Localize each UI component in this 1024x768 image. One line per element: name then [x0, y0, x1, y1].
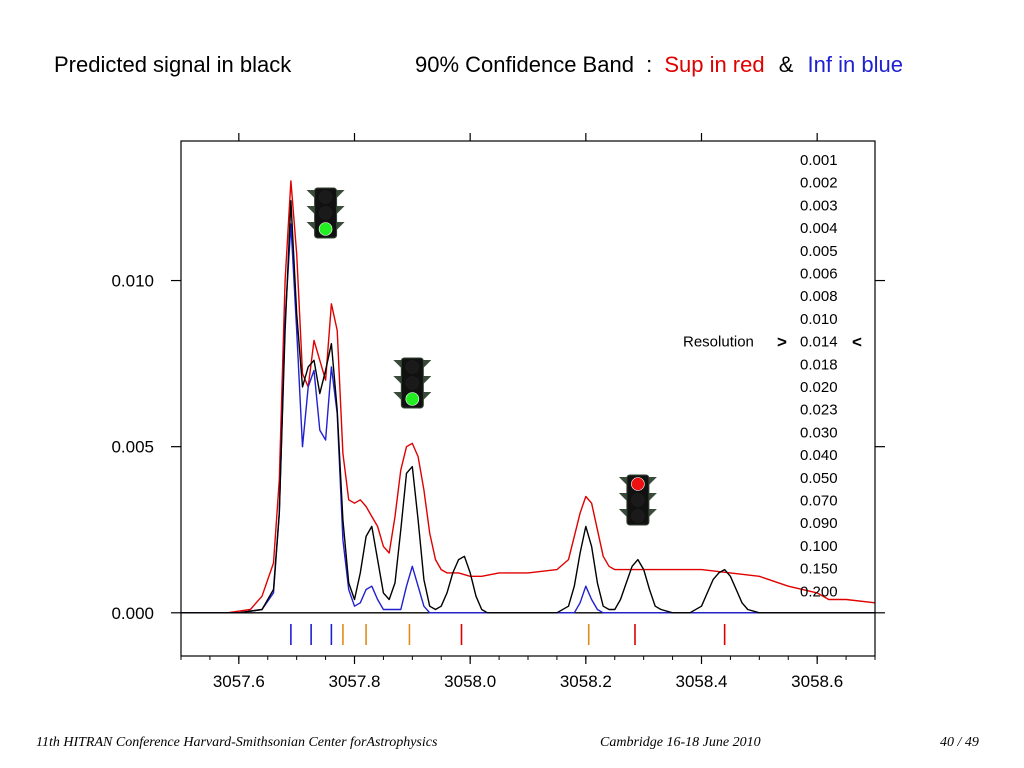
light-visor: [423, 376, 432, 384]
resolution-item: 0.018: [800, 356, 838, 373]
line-markers: [290, 624, 726, 645]
unlit-lamp: [631, 493, 645, 507]
resolution-item: 0.200: [800, 583, 838, 600]
plot-frame: [180, 140, 876, 657]
resolution-item: 0.006: [800, 266, 838, 283]
series-line: [181, 200, 875, 614]
green-icon: [318, 222, 333, 236]
x-tick-label: 3058.2: [560, 672, 612, 691]
x-tick-label: 3058.0: [444, 672, 496, 691]
light-visor: [648, 509, 657, 517]
resolution-item: 0.005: [800, 243, 838, 260]
title-predicted-signal: Predicted signal in black: [54, 52, 292, 77]
traffic-light-icon: [393, 357, 432, 409]
traffic-lights: [306, 187, 657, 526]
footer-place: Cambridge 16-18 June 2010: [600, 735, 761, 750]
resolution-item: 0.040: [800, 447, 838, 464]
light-visor: [393, 392, 402, 400]
resolution-item: 0.004: [800, 220, 838, 237]
spectrum-chart: 3057.6 3057.8 3058.0 3058.2 3058.4 3058.6 0.00…: [111, 133, 885, 691]
unlit-lamp: [631, 509, 645, 523]
light-visor: [306, 206, 315, 214]
resolution-item: 0.070: [800, 493, 838, 510]
red-icon: [631, 477, 645, 491]
resolution-item: 0.014: [800, 334, 838, 351]
light-visor: [393, 376, 402, 384]
series-line: [181, 223, 875, 614]
title-right: 90% Confidence Band : Sup in red & Inf i…: [415, 52, 903, 78]
title-ampersand: &: [778, 52, 794, 77]
unlit-lamp: [405, 376, 420, 390]
light-visor: [393, 360, 402, 368]
resolution-item: 0.030: [800, 424, 838, 441]
unlit-lamp: [405, 360, 420, 374]
resolution-item: 0.150: [800, 561, 838, 578]
light-visor: [336, 206, 345, 214]
resolution-item: 0.020: [800, 379, 838, 396]
light-visor: [618, 509, 627, 517]
y-tick-label: 0.010: [111, 272, 154, 291]
light-visor: [648, 493, 657, 501]
resolution-right-marker: <: [852, 333, 862, 352]
light-visor: [423, 360, 432, 368]
light-visor: [648, 477, 657, 485]
traffic-light-icon: [306, 187, 345, 239]
x-tick-label: 3057.8: [329, 672, 381, 691]
y-tick-label: 0.000: [111, 604, 154, 623]
resolution-item: 0.100: [800, 538, 838, 555]
unlit-lamp: [318, 206, 333, 220]
title-inf-blue: Inf in blue: [807, 52, 903, 77]
resolution-item: 0.050: [800, 470, 838, 487]
x-tick-label: 3057.6: [213, 672, 265, 691]
series-group: [181, 180, 876, 614]
light-visor: [423, 392, 432, 400]
resolution-label: Resolution: [683, 334, 754, 351]
y-tick-label: 0.005: [111, 438, 154, 457]
title-band-label: 90% Confidence Band: [415, 52, 634, 77]
resolution-item: 0.010: [800, 311, 838, 328]
x-tick-label: 3058.6: [791, 672, 843, 691]
x-tick-label: 3058.4: [676, 672, 728, 691]
resolution-left-marker: >: [777, 333, 787, 352]
resolution-item: 0.001: [800, 152, 838, 169]
light-visor: [618, 493, 627, 501]
resolution-panel: 0.001 0.002 0.003 0.004 0.005 0.006 0.008 0.010…: [683, 152, 862, 600]
resolution-item: 0.002: [800, 175, 838, 192]
footer-page: 40 / 49: [940, 735, 979, 750]
footer-conference: 11th HITRAN Conference Harvard-Smithsoni…: [36, 735, 438, 750]
light-visor: [618, 477, 627, 485]
unlit-lamp: [318, 190, 333, 204]
title-left: Predicted signal in black: [54, 52, 291, 78]
resolution-item: 0.008: [800, 288, 838, 305]
light-visor: [336, 190, 345, 198]
title-sup-red: Sup in red: [664, 52, 765, 77]
green-icon: [405, 392, 420, 406]
axis-ticks: 3057.6 3057.8 3058.0 3058.2 3058.4 3058.6 0.00…: [111, 133, 885, 691]
resolution-item: 0.090: [800, 515, 838, 532]
resolution-item: 0.023: [800, 402, 838, 419]
series-line: [181, 180, 876, 614]
title-colon: :: [646, 52, 653, 77]
light-visor: [336, 222, 345, 230]
light-visor: [306, 190, 315, 198]
resolution-item: 0.003: [800, 197, 838, 214]
traffic-light-icon: [618, 474, 657, 526]
light-visor: [306, 222, 315, 230]
